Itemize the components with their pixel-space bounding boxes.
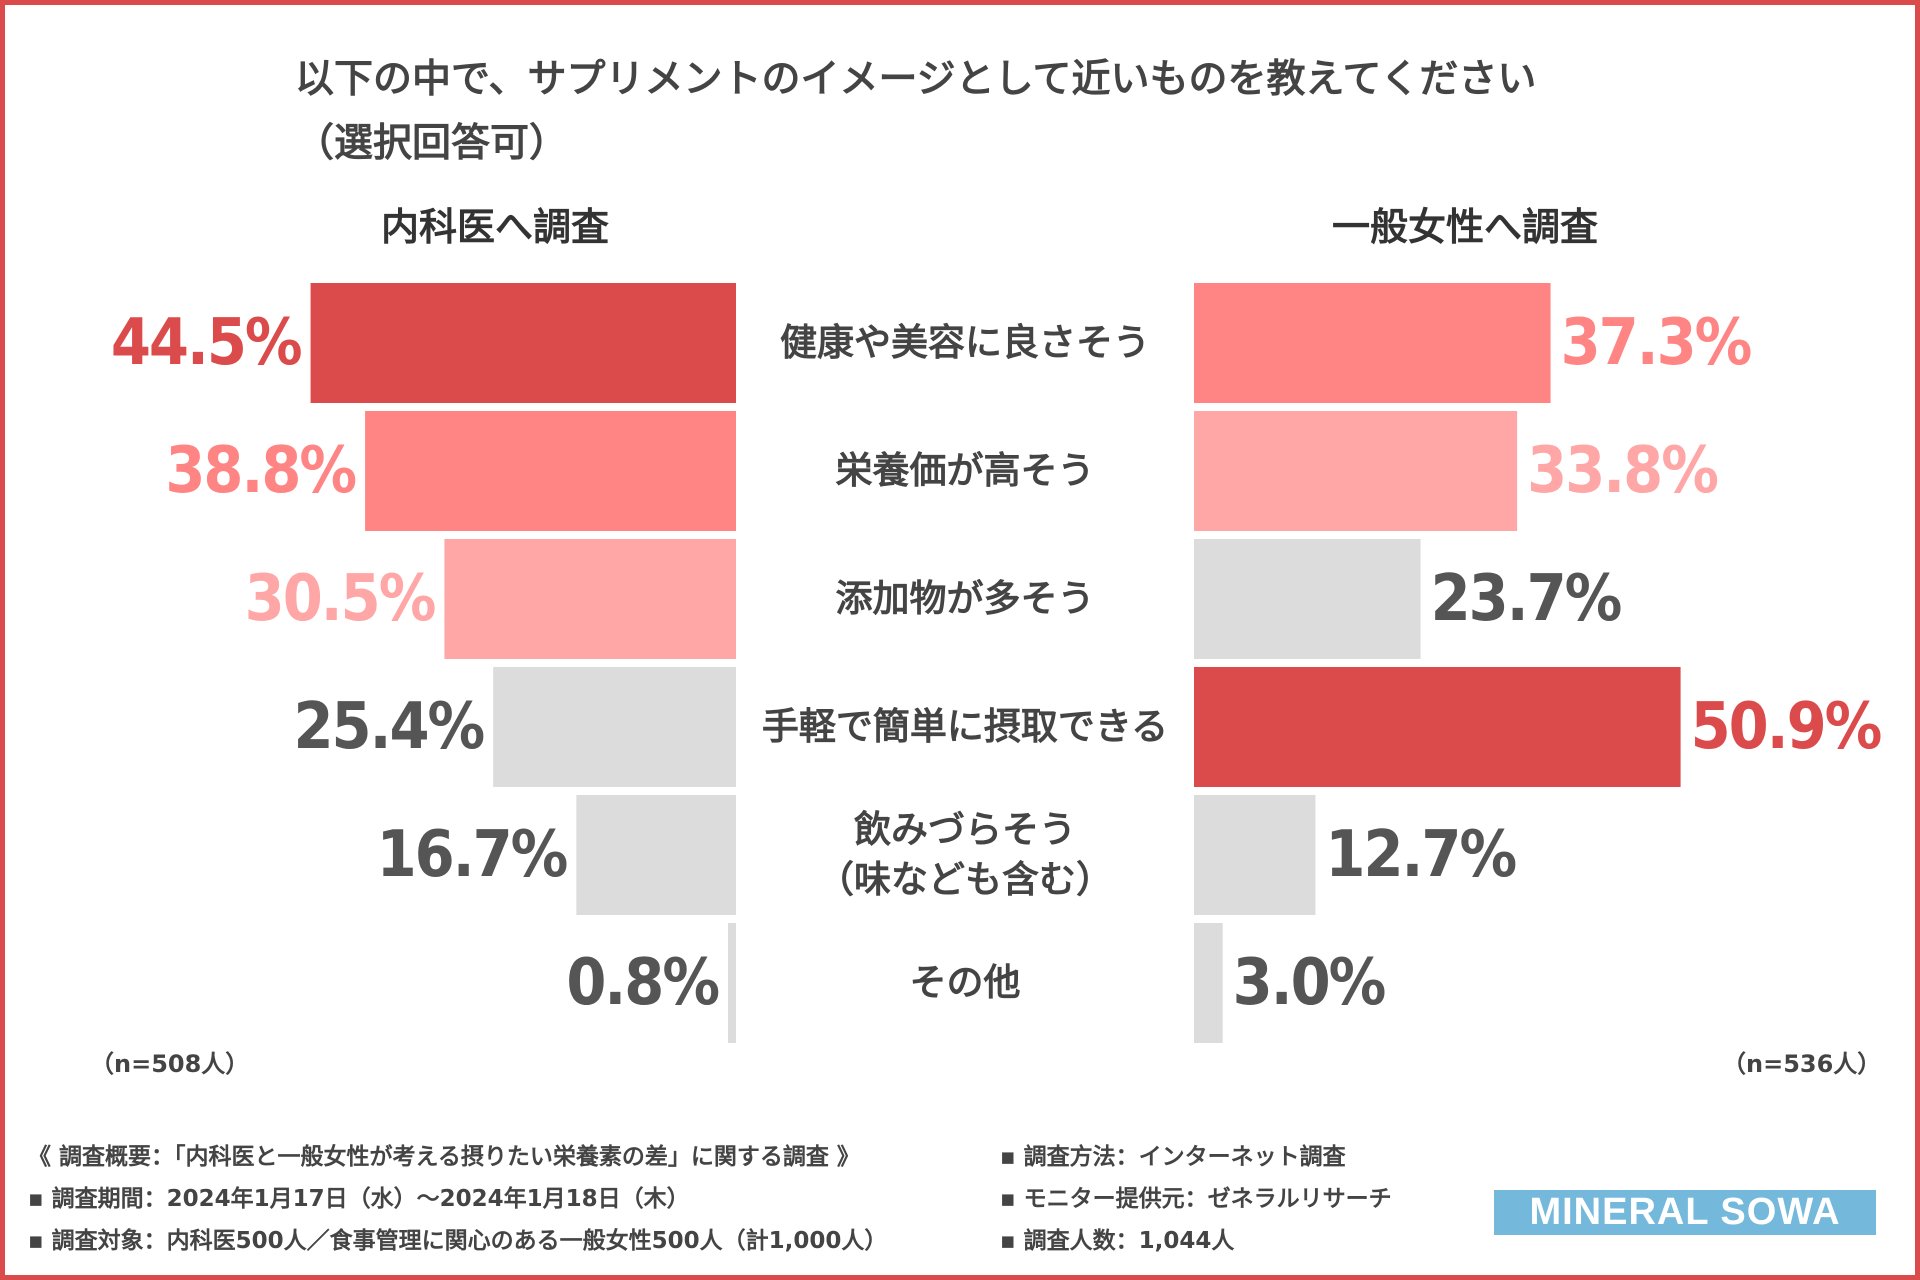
value-label-right: 23.7% (1430, 562, 1623, 636)
bar-right (1194, 667, 1681, 787)
mineral-sowa-logo: MINERAL SOWA (1494, 1190, 1876, 1235)
category-label: 飲みづらそう （味なども含む） (740, 795, 1190, 915)
value-label-left: 30.5% (244, 562, 437, 636)
footer-survey-right: ▪ 調査方法：インターネット調査 ▪ モニター提供元：ゼネラルリサーチ ▪ 調査… (1000, 1136, 1392, 1262)
category-label: 添加物が多そう (740, 539, 1190, 659)
category-label-line: （味なども含む） (817, 858, 1113, 901)
footer-count: ▪ 調査人数：1,044人 (1000, 1228, 1235, 1254)
category-label-line: 手軽で簡単に摂取できる (761, 705, 1169, 748)
bar-right (1194, 923, 1223, 1043)
category-label-line: その他 (909, 961, 1021, 1004)
category-label-line: 飲みづらそう (854, 808, 1076, 851)
category-label: その他 (740, 923, 1190, 1043)
value-label-left: 38.8% (165, 434, 357, 508)
value-label-right: 33.8% (1527, 434, 1719, 508)
footer-summary: 《 調査概要：「内科医と一般女性が考える摂りたい栄養素の差」に関する調査 》 (28, 1144, 860, 1170)
bar-left (576, 795, 736, 915)
value-label-right: 12.7% (1325, 818, 1517, 892)
left-sample-size: （n=508人） (90, 1050, 250, 1078)
chart-title-line1: 以下の中で、サプリメントのイメージとして近いものを教えてください (295, 57, 1537, 102)
value-label-right: 50.9% (1690, 690, 1883, 764)
bar-right (1194, 539, 1421, 659)
value-label-right: 37.3% (1560, 306, 1753, 380)
value-label-left: 0.8% (566, 946, 720, 1020)
bar-left (728, 923, 736, 1043)
value-label-left: 16.7% (376, 818, 569, 892)
bar-right (1194, 795, 1316, 915)
bar-right (1194, 411, 1518, 531)
value-label-left: 44.5% (110, 306, 303, 380)
category-label-line: 栄養価が高そう (835, 449, 1095, 492)
value-label-right: 3.0% (1232, 946, 1387, 1020)
chart-title-line2: （選択回答可） (295, 121, 569, 166)
bar-left (365, 411, 736, 531)
footer-method: ▪ 調査方法：インターネット調査 (1000, 1144, 1346, 1170)
bar-left (493, 667, 736, 787)
footer-target: ▪ 調査対象：内科医500人／食事管理に関心のある一般女性500人（計1,000… (28, 1228, 888, 1254)
footer-period: ▪ 調査期間：2024年1月17日（水）～2024年1月18日（木） (28, 1186, 690, 1212)
right-sample-size: （n=536人） (1722, 1050, 1882, 1078)
category-label: 健康や美容に良さそう (740, 283, 1190, 403)
chart-title: 以下の中で、サプリメントのイメージとして近いものを教えてください （選択回答可） (295, 48, 1795, 176)
footer-survey-left: 《 調査概要：「内科医と一般女性が考える摂りたい栄養素の差」に関する調査 》 ▪… (28, 1136, 887, 1262)
left-panel-title: 内科医へ調査 (380, 205, 609, 249)
category-label-line: 添加物が多そう (835, 577, 1095, 620)
footer-provider: ▪ モニター提供元：ゼネラルリサーチ (1000, 1186, 1392, 1212)
bar-left (310, 283, 736, 403)
category-label-line: 健康や美容に良さそう (780, 321, 1150, 364)
value-label-left: 25.4% (293, 690, 485, 764)
category-label: 手軽で簡単に摂取できる (740, 667, 1190, 787)
category-label: 栄養価が高そう (740, 411, 1190, 531)
right-panel-title: 一般女性へ調査 (1331, 205, 1598, 249)
bar-right (1194, 283, 1551, 403)
bar-left (444, 539, 736, 659)
